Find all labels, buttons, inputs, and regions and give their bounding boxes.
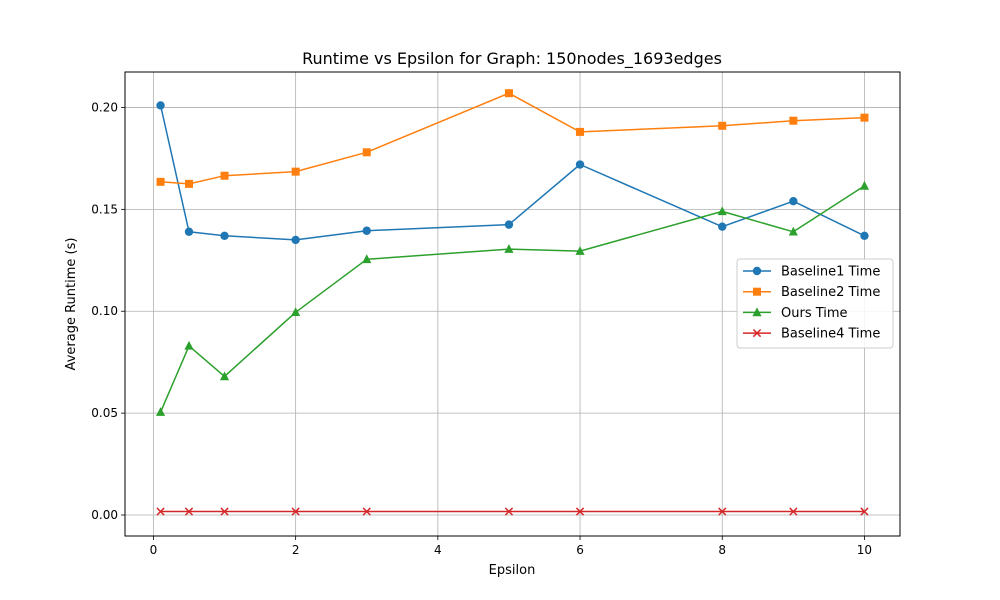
x-tick-label: 6 xyxy=(576,543,584,557)
data-point xyxy=(220,507,229,516)
data-point xyxy=(291,507,300,516)
data-point xyxy=(788,226,798,236)
plot-area-frame xyxy=(124,71,901,537)
data-point xyxy=(504,220,514,229)
x-tick-label: 4 xyxy=(434,543,442,557)
y-tick-label: 0.10 xyxy=(91,304,118,318)
y-tick-label: 0.00 xyxy=(91,508,118,522)
data-point xyxy=(156,507,165,516)
legend-marker xyxy=(753,287,761,296)
series-ours-time xyxy=(155,180,870,416)
data-point xyxy=(291,167,300,176)
x-tick-label: 8 xyxy=(718,543,726,557)
data-point xyxy=(504,507,514,516)
data-point xyxy=(156,177,165,186)
data-point xyxy=(362,226,371,235)
x-tick-label: 10 xyxy=(857,543,872,557)
legend-label: Ours Time xyxy=(781,306,848,321)
data-point xyxy=(184,507,194,516)
data-point xyxy=(220,231,229,241)
data-point xyxy=(362,254,372,264)
data-point xyxy=(718,507,727,516)
series-group xyxy=(155,89,870,516)
data-point xyxy=(362,148,371,157)
x-axis-label: Epsilon xyxy=(489,563,536,578)
data-point xyxy=(220,171,229,180)
data-point xyxy=(576,127,585,136)
data-point xyxy=(184,179,193,188)
x-tick-label: 0 xyxy=(150,543,158,557)
data-point xyxy=(504,244,514,253)
x-tick-label: 2 xyxy=(292,543,300,557)
legend-label: Baseline1 Time xyxy=(781,265,880,280)
data-point xyxy=(859,180,870,190)
data-point xyxy=(575,160,585,169)
data-point xyxy=(184,227,194,236)
axis-ticks: 0 2 4 6 8 10 0.00 0.05 0.10 0.15 0.20 xyxy=(91,100,872,557)
y-tick-label: 0.05 xyxy=(91,406,118,420)
data-point xyxy=(860,231,869,241)
data-point xyxy=(718,121,727,130)
data-point xyxy=(789,116,798,125)
legend: Baseline1 Time Baseline2 Time Ours Time Bas… xyxy=(736,258,894,349)
data-point xyxy=(575,246,585,255)
series-baseline1-time xyxy=(156,101,869,245)
legend-marker xyxy=(752,328,762,338)
data-point xyxy=(156,101,165,110)
legend-label: Baseline2 Time xyxy=(781,285,880,300)
y-tick-label: 0.15 xyxy=(91,202,118,216)
series-baseline4-time xyxy=(156,507,869,516)
data-point xyxy=(362,507,371,516)
legend-item: Baseline2 Time xyxy=(743,285,880,300)
data-point xyxy=(860,113,869,122)
legend-marker xyxy=(752,307,762,317)
series-line xyxy=(160,92,865,185)
data-point xyxy=(575,507,585,516)
data-point xyxy=(219,371,230,381)
data-point xyxy=(860,507,869,516)
series-baseline2-time xyxy=(156,89,869,188)
legend-marker xyxy=(752,266,762,276)
legend-label: Baseline4 Time xyxy=(781,327,880,342)
series-line xyxy=(159,105,865,241)
legend-item: Baseline1 Time xyxy=(743,265,880,280)
data-point xyxy=(291,235,300,245)
chart-title: Runtime vs Epsilon for Graph: 150nodes_1… xyxy=(302,49,722,69)
data-point xyxy=(291,307,301,317)
legend-item: Baseline4 Time xyxy=(743,327,880,342)
data-point xyxy=(717,206,727,216)
data-point xyxy=(184,340,194,350)
data-point xyxy=(504,89,513,98)
y-tick-label: 0.20 xyxy=(91,100,118,114)
data-point xyxy=(155,407,166,416)
series-line xyxy=(159,185,865,413)
legend-box xyxy=(736,258,894,349)
data-point xyxy=(789,196,798,206)
y-axis-label: Average Runtime (s) xyxy=(64,238,79,371)
data-point xyxy=(789,507,798,516)
data-point xyxy=(718,222,727,231)
legend-item: Ours Time xyxy=(743,306,848,321)
